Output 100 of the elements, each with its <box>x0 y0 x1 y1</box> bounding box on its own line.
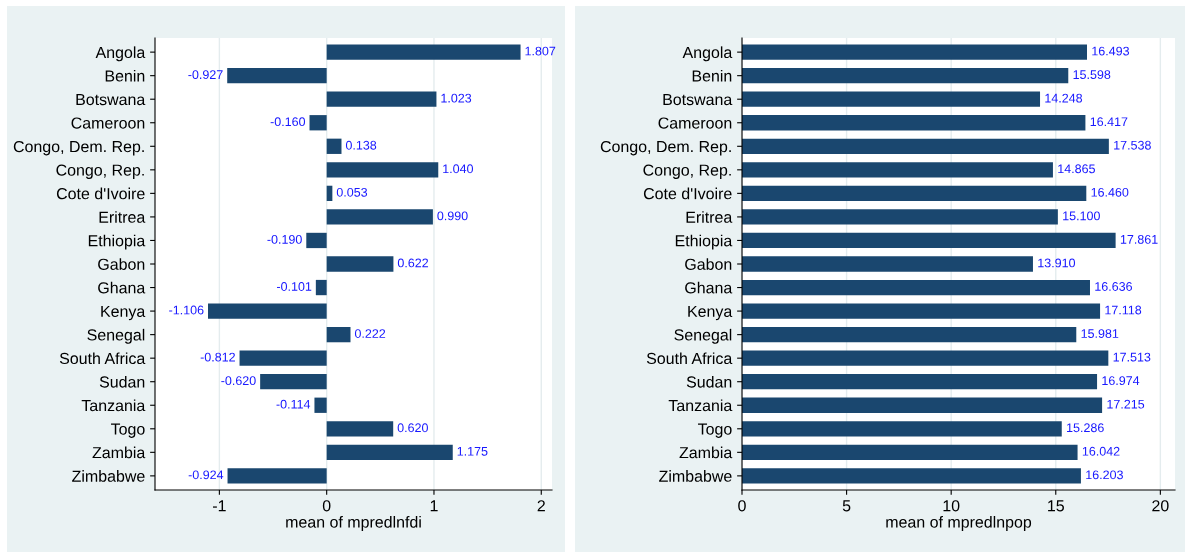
y-tick-label: Benin <box>692 69 732 82</box>
y-tick-label: South Africa <box>646 352 733 365</box>
y-tick-label: Botswana <box>663 94 733 106</box>
y-tick-label: Togo <box>111 423 145 438</box>
data-label: 13.910 <box>1038 258 1076 268</box>
data-label: 16.636 <box>1095 282 1132 291</box>
bar <box>742 350 1109 366</box>
data-label: 17.215 <box>1107 399 1145 409</box>
bar <box>742 468 1081 484</box>
data-label: -0.812 <box>200 352 235 362</box>
x-tick-label: 1 <box>430 500 438 512</box>
bar <box>260 374 327 390</box>
data-label: 17.118 <box>1105 305 1142 315</box>
x-tick-label: 10 <box>943 500 960 512</box>
bar <box>326 91 437 107</box>
bar <box>742 374 1098 390</box>
y-tick-label: Tanzania <box>668 399 733 412</box>
y-tick-label: Congo, Rep. <box>643 164 731 179</box>
data-label: 16.203 <box>1086 470 1123 480</box>
bar <box>309 115 327 131</box>
y-tick-label: Angola <box>95 46 146 62</box>
x-tick-label: -1 <box>212 500 226 512</box>
data-label: 17.861 <box>1120 234 1158 244</box>
data-label: 1.040 <box>443 164 474 174</box>
data-label: 15.100 <box>1063 211 1100 221</box>
bar <box>314 397 327 413</box>
data-label: 17.513 <box>1113 352 1151 362</box>
data-label: -0.927 <box>188 70 223 80</box>
bar <box>326 209 433 225</box>
y-tick-label: Gabon <box>685 258 732 270</box>
y-tick-label: Ghana <box>98 281 146 294</box>
y-tick-label: Congo, Rep. <box>56 164 144 179</box>
y-tick-label: Zimbabwe <box>659 470 732 482</box>
data-label: 15.286 <box>1067 423 1104 433</box>
data-label: 16.974 <box>1102 376 1140 386</box>
bar <box>326 44 521 60</box>
x-tick-label: 2 <box>537 500 545 512</box>
y-tick-label: Zambia <box>679 446 733 459</box>
data-label: 16.042 <box>1082 446 1120 456</box>
data-label: 15.598 <box>1073 70 1111 80</box>
data-label: 16.417 <box>1090 117 1128 127</box>
bar <box>742 91 1041 107</box>
data-label: 16.460 <box>1091 187 1129 197</box>
y-tick-label: Gabon <box>98 258 145 270</box>
data-label: 16.493 <box>1092 46 1130 56</box>
data-label: -1.106 <box>169 305 204 315</box>
x-axis-title: mean of mpredlnpop <box>886 516 1032 531</box>
x-tick-label: 5 <box>842 500 851 512</box>
x-tick-label: 15 <box>1048 500 1064 512</box>
bar <box>742 138 1109 154</box>
bar <box>326 162 439 178</box>
data-label: -0.101 <box>276 282 312 291</box>
bar <box>742 44 1087 60</box>
x-axis-title: mean of mpredlnfdi <box>286 516 421 531</box>
y-tick-label: Cameroon <box>71 117 145 129</box>
y-tick-label: Sudan <box>686 375 732 388</box>
y-tick-label: Angola <box>682 46 733 62</box>
bar <box>742 185 1087 202</box>
y-tick-label: Cote d'Ivoire <box>643 187 732 200</box>
y-tick-label: Botswana <box>76 94 146 106</box>
data-label: 0.138 <box>345 140 377 150</box>
data-label: -0.190 <box>267 234 302 244</box>
data-label: 0.053 <box>336 187 368 197</box>
bar <box>742 397 1103 413</box>
bar <box>742 326 1077 343</box>
y-tick-label: Ghana <box>685 281 733 294</box>
bar <box>742 232 1116 249</box>
bar <box>742 256 1033 272</box>
data-label: 1.807 <box>525 46 556 56</box>
data-label: 15.981 <box>1081 329 1119 338</box>
y-tick-label: Congo, Dem. Rep. <box>13 140 144 156</box>
data-label: 1.023 <box>441 93 472 103</box>
data-label: -0.620 <box>221 376 256 386</box>
bar <box>227 468 327 484</box>
data-label: -0.114 <box>276 399 311 409</box>
bar <box>326 444 453 460</box>
data-label: 1.175 <box>457 446 488 456</box>
y-tick-label: Senegal <box>87 328 145 344</box>
data-label: 14.248 <box>1045 93 1083 103</box>
data-label: 0.622 <box>397 258 429 268</box>
y-tick-label: Sudan <box>99 375 145 388</box>
y-tick-label: Zimbabwe <box>72 470 145 482</box>
bar <box>239 350 327 366</box>
data-label: 14.865 <box>1058 164 1095 174</box>
bar <box>315 279 327 296</box>
data-label: 0.222 <box>354 329 386 338</box>
bar <box>742 115 1086 131</box>
y-tick-label: Kenya <box>688 305 733 321</box>
data-label: 0.620 <box>397 423 428 433</box>
data-label: 0.990 <box>437 211 468 221</box>
bar <box>742 444 1078 460</box>
y-tick-label: Eritrea <box>99 211 146 223</box>
x-tick-label: 20 <box>1152 500 1169 512</box>
bar <box>742 421 1062 437</box>
y-tick-label: Cameroon <box>658 117 732 129</box>
bar <box>326 138 342 154</box>
y-tick-label: Cote d'Ivoire <box>56 187 145 200</box>
y-tick-label: Tanzania <box>81 399 146 412</box>
y-tick-label: Benin <box>105 69 145 82</box>
data-label: 17.538 <box>1114 140 1151 150</box>
